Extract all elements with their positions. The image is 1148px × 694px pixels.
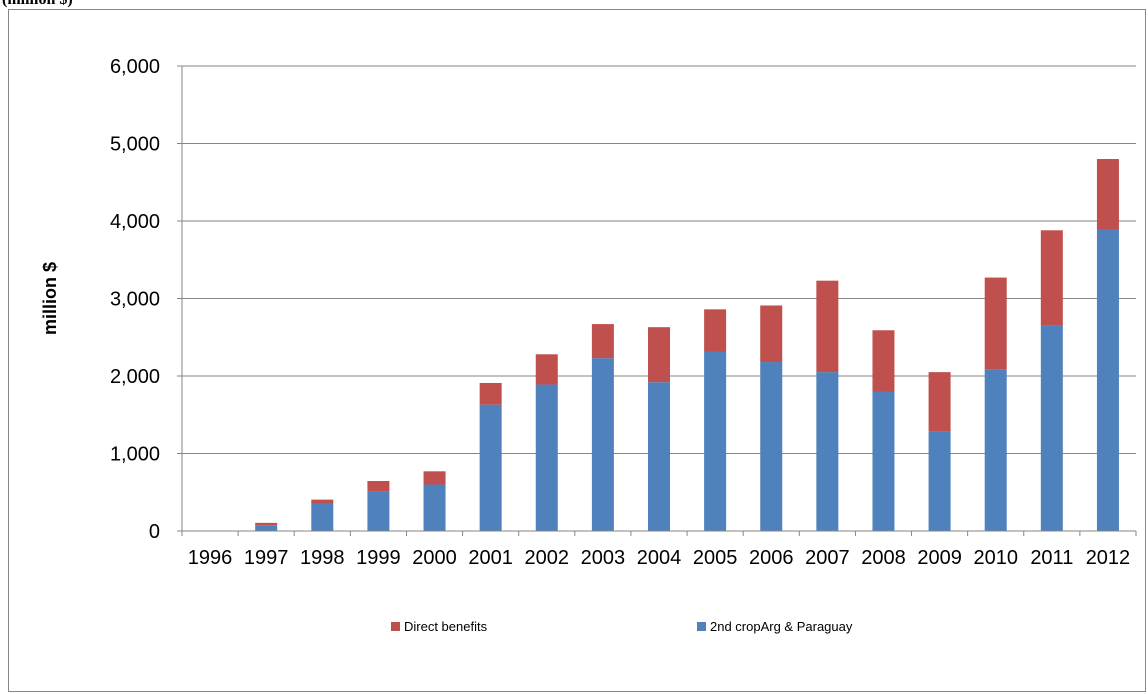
bar-second-crop-2010 xyxy=(984,369,1007,531)
y-tick-label: 2,000 xyxy=(110,366,160,388)
legend-label: Direct benefits xyxy=(404,619,488,634)
bar-direct-benefits-2011 xyxy=(1040,230,1063,326)
x-tick-label: 1999 xyxy=(356,547,401,569)
bar-direct-benefits-2012 xyxy=(1096,159,1119,230)
x-tick-label: 2006 xyxy=(749,547,794,569)
x-tick-label: 2012 xyxy=(1086,547,1131,569)
x-tick-label: 2003 xyxy=(581,547,626,569)
y-tick-label: 5,000 xyxy=(110,134,160,156)
legend-label: 2nd cropArg & Paraguay xyxy=(710,619,853,634)
bar-direct-benefits-1998 xyxy=(311,499,334,504)
bar-second-crop-2007 xyxy=(816,372,839,531)
bar-second-crop-2009 xyxy=(928,431,951,531)
bar-direct-benefits-1997 xyxy=(255,522,278,526)
bar-direct-benefits-2003 xyxy=(591,324,614,359)
y-tick-label: 4,000 xyxy=(110,211,160,233)
chart-frame xyxy=(8,9,1146,692)
legend: Direct benefits 2nd cropArg & Paraguay xyxy=(391,619,853,634)
axes: 0 1,000 2,000 3,000 4,000 5,000 6,000 million $… xyxy=(40,56,1137,569)
bar-direct-benefits-2002 xyxy=(535,354,558,385)
chart-caption: (million $) xyxy=(2,0,73,9)
x-tick-label: 2010 xyxy=(973,547,1018,569)
bar-direct-benefits-1999 xyxy=(367,481,390,492)
bar-second-crop-2003 xyxy=(591,358,614,531)
bars xyxy=(255,159,1119,531)
bar-second-crop-2012 xyxy=(1096,229,1119,531)
y-tick-label: 1,000 xyxy=(110,444,160,466)
bar-second-crop-2000 xyxy=(423,484,446,531)
x-tick-label: 2002 xyxy=(525,547,570,569)
bar-direct-benefits-2007 xyxy=(816,280,839,373)
bar-second-crop-2004 xyxy=(648,382,670,531)
x-tick-label: 2001 xyxy=(468,547,513,569)
x-tick-label: 2007 xyxy=(805,547,850,569)
bar-direct-benefits-2005 xyxy=(704,309,727,352)
bar-second-crop-2005 xyxy=(704,351,727,531)
legend-swatch xyxy=(697,622,706,631)
x-tick-label: 2011 xyxy=(1030,547,1073,569)
x-tick-label: 1998 xyxy=(300,547,345,569)
bar-second-crop-2008 xyxy=(872,391,895,531)
x-tick-label: 2004 xyxy=(637,547,682,569)
bar-direct-benefits-2006 xyxy=(760,305,783,363)
x-tick-label: 2008 xyxy=(861,547,906,569)
y-axis-title: million $ xyxy=(40,262,60,335)
y-tick-label: 3,000 xyxy=(110,289,160,311)
legend-swatch xyxy=(391,622,400,631)
bar-direct-benefits-2004 xyxy=(648,327,670,383)
bar-second-crop-2001 xyxy=(479,404,502,531)
x-tick-label: 2000 xyxy=(412,547,457,569)
bar-direct-benefits-2010 xyxy=(984,277,1007,370)
bar-second-crop-2006 xyxy=(760,362,783,531)
x-tick-label: 2009 xyxy=(917,547,962,569)
y-tick-label: 6,000 xyxy=(110,56,160,78)
bar-direct-benefits-2000 xyxy=(423,471,446,485)
bar-direct-benefits-2001 xyxy=(479,382,502,405)
bar-direct-benefits-2009 xyxy=(928,372,951,432)
x-tick-label: 1996 xyxy=(188,547,233,569)
y-tick-label: 0 xyxy=(149,521,160,543)
x-tick-label: 2005 xyxy=(693,547,738,569)
bar-second-crop-1998 xyxy=(311,503,334,531)
bar-direct-benefits-2008 xyxy=(872,330,895,392)
bar-second-crop-1997 xyxy=(255,525,278,531)
bar-second-crop-1999 xyxy=(367,491,390,531)
bar-second-crop-2002 xyxy=(535,384,558,531)
x-tick-label: 1997 xyxy=(244,547,289,569)
bar-second-crop-2011 xyxy=(1040,325,1063,531)
